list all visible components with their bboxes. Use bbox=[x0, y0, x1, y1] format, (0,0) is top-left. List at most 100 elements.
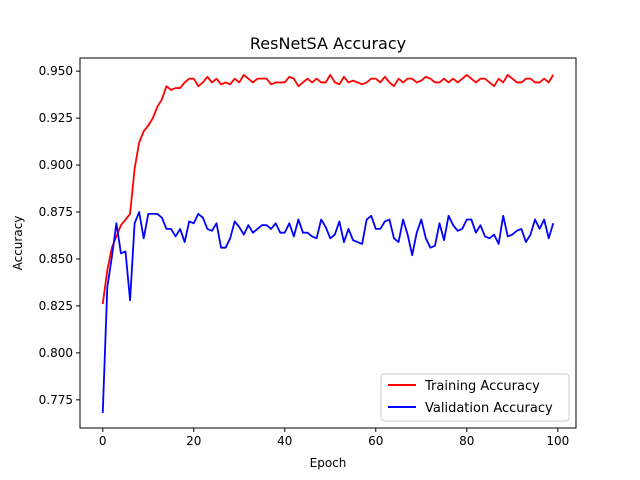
x-tick-label: 100 bbox=[546, 434, 569, 448]
data-point bbox=[188, 221, 190, 223]
data-point bbox=[211, 82, 213, 84]
data-point bbox=[402, 82, 404, 84]
data-point bbox=[193, 78, 195, 80]
data-point bbox=[439, 222, 441, 224]
y-tick-label: 0.875 bbox=[39, 205, 73, 219]
data-point bbox=[343, 76, 345, 78]
data-point bbox=[425, 76, 427, 78]
data-point bbox=[429, 78, 431, 80]
legend: Training Accuracy Validation Accuracy bbox=[380, 373, 570, 422]
data-point bbox=[507, 236, 509, 238]
data-point bbox=[475, 82, 477, 84]
data-point bbox=[416, 232, 418, 234]
data-point bbox=[457, 230, 459, 232]
data-point bbox=[343, 241, 345, 243]
data-point bbox=[470, 219, 472, 221]
data-point bbox=[320, 82, 322, 84]
data-point bbox=[247, 78, 249, 80]
data-point bbox=[120, 252, 122, 254]
data-point bbox=[202, 82, 204, 84]
data-point bbox=[202, 217, 204, 219]
data-point bbox=[270, 228, 272, 230]
x-tick-label: 20 bbox=[186, 434, 201, 448]
data-point bbox=[125, 251, 127, 253]
data-point bbox=[511, 78, 513, 80]
data-point bbox=[498, 78, 500, 80]
data-point bbox=[434, 245, 436, 247]
data-point bbox=[507, 74, 509, 76]
data-point bbox=[493, 85, 495, 87]
y-tick-label: 0.775 bbox=[39, 393, 73, 407]
data-point bbox=[416, 82, 418, 84]
data-point bbox=[429, 247, 431, 249]
chart-title: ResNetSA Accuracy bbox=[250, 34, 406, 53]
data-point bbox=[548, 237, 550, 239]
data-point bbox=[511, 234, 513, 236]
data-point bbox=[530, 78, 532, 80]
data-point bbox=[243, 234, 245, 236]
x-tick-label: 40 bbox=[277, 434, 292, 448]
data-point bbox=[393, 237, 395, 239]
data-point bbox=[357, 82, 359, 84]
x-axis-label: Epoch bbox=[310, 456, 347, 470]
data-point bbox=[188, 78, 190, 80]
data-point bbox=[525, 78, 527, 80]
data-point bbox=[229, 83, 231, 85]
data-point bbox=[420, 80, 422, 82]
data-point bbox=[261, 78, 263, 80]
data-point bbox=[106, 269, 108, 271]
data-point bbox=[257, 228, 259, 230]
data-point bbox=[320, 219, 322, 221]
data-point bbox=[207, 228, 209, 230]
data-point bbox=[138, 211, 140, 213]
data-point bbox=[461, 228, 463, 230]
plot-area bbox=[101, 74, 555, 414]
data-point bbox=[234, 221, 236, 223]
data-point bbox=[225, 82, 227, 84]
data-point bbox=[184, 82, 186, 84]
data-point bbox=[197, 85, 199, 87]
data-point bbox=[334, 234, 336, 236]
data-point bbox=[389, 219, 391, 221]
data-point bbox=[520, 228, 522, 230]
data-point bbox=[516, 82, 518, 84]
data-point bbox=[484, 78, 486, 80]
data-point bbox=[266, 78, 268, 80]
data-point bbox=[457, 82, 459, 84]
data-point bbox=[348, 228, 350, 230]
data-point bbox=[411, 78, 413, 80]
data-point bbox=[452, 78, 454, 80]
data-point bbox=[475, 232, 477, 234]
data-point bbox=[138, 142, 140, 144]
data-point bbox=[384, 221, 386, 223]
data-point bbox=[498, 243, 500, 245]
y-tick-label: 0.950 bbox=[39, 64, 73, 78]
y-tick-label: 0.800 bbox=[39, 346, 73, 360]
data-point bbox=[516, 230, 518, 232]
data-point bbox=[147, 213, 149, 215]
data-point bbox=[352, 239, 354, 241]
data-point bbox=[170, 89, 172, 91]
data-point bbox=[275, 222, 277, 224]
data-point bbox=[480, 78, 482, 80]
data-point bbox=[293, 236, 295, 238]
data-point bbox=[393, 85, 395, 87]
data-point bbox=[407, 234, 409, 236]
data-point bbox=[220, 83, 222, 85]
data-point bbox=[252, 232, 254, 234]
data-point bbox=[197, 213, 199, 215]
data-point bbox=[338, 221, 340, 223]
axis-ticks: 0 20 40 60 80 100 0.775 0.800 0.825 0.850 0.875 0.9… bbox=[39, 64, 570, 448]
data-point bbox=[279, 82, 281, 84]
data-point bbox=[147, 125, 149, 127]
data-point bbox=[134, 168, 136, 170]
data-point bbox=[480, 224, 482, 226]
data-point bbox=[238, 82, 240, 84]
data-point bbox=[366, 219, 368, 221]
data-point bbox=[257, 78, 259, 80]
data-point bbox=[361, 83, 363, 85]
data-point bbox=[552, 74, 554, 76]
data-point bbox=[311, 82, 313, 84]
data-point bbox=[379, 228, 381, 230]
data-point bbox=[216, 78, 218, 80]
